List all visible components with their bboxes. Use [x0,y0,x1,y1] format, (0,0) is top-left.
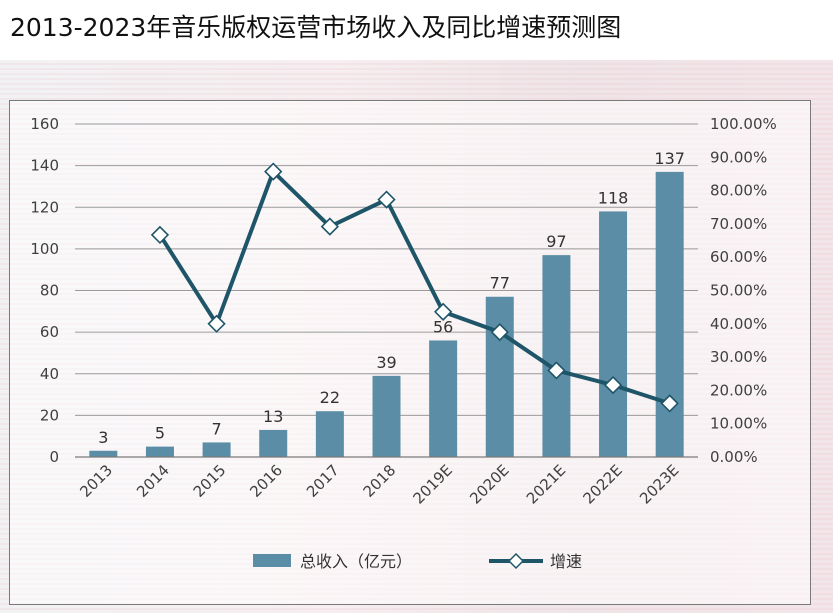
x-tick-label: 2022E [579,461,625,507]
y-left-tick-label: 20 [40,406,59,424]
growth-line-path [158,169,671,406]
growth-marker [434,302,453,321]
y-left-tick-label: 60 [40,323,59,341]
bar-data-label: 137 [654,149,685,168]
y-right-tick-label: 90.00% [710,148,767,166]
bar-data-label: 56 [433,317,453,336]
bar-data-label: 13 [263,407,283,426]
y-left-tick-label: 120 [30,198,59,216]
y-left-tick-label: 80 [40,282,59,300]
y-right-tick-label: 70.00% [710,215,767,233]
y-left-tick-label: 140 [30,157,59,175]
bar [372,375,401,457]
growth-marker [150,225,170,245]
bar [599,211,628,457]
bar-data-label: 7 [211,419,221,438]
y-right-tick-label: 0.00% [710,448,758,466]
growth-marker [660,394,679,413]
x-tick-label: 2014 [133,461,173,501]
bar [315,411,344,457]
x-tick-label: 2013 [76,461,116,501]
bar-data-label: 5 [155,424,165,443]
growth-marker [603,375,623,395]
y-right-tick-label: 10.00% [710,415,767,433]
growth-marker [547,361,566,380]
growth-marker [207,314,226,333]
y-left-tick-label: 0 [49,448,59,466]
bar [655,171,684,457]
legend-swatch-growth-marker [507,552,525,570]
bar-data-label: 22 [320,388,340,407]
legend-label-revenue: 总收入（亿元） [300,552,412,571]
y-left-tick-label: 40 [40,365,59,383]
bar [89,450,118,457]
x-tick-label: 2020E [466,461,512,507]
gridlines [75,123,698,416]
growth-marker [377,190,396,209]
growth-marker [264,162,283,181]
growth-marker [320,217,339,236]
bar-data-label: 39 [376,353,396,372]
growth-line [150,162,679,413]
y-right-tick-label: 60.00% [710,248,767,266]
legend-swatch-revenue [253,554,291,567]
bar-data-label: 118 [598,188,629,207]
bar-data-label: 97 [546,232,566,251]
bar [202,442,231,457]
bar [429,340,458,457]
growth-marker [490,322,509,342]
y-right-tick-label: 40.00% [710,315,767,333]
x-tick-label: 2018 [360,461,400,501]
y-left-tick-label: 160 [30,115,59,133]
legend-label-growth: 增速 [550,552,582,571]
bar [485,296,514,457]
legend: 总收入（亿元） 增速 [253,552,582,571]
y-right-tick-label: 100.00% [710,115,777,133]
y-right-tick-label: 20.00% [710,381,767,399]
y-right-tick-label: 50.00% [710,282,767,300]
bar [259,429,288,457]
x-tick-label: 2021E [523,461,569,507]
page-title: 2013-2023年音乐版权运营市场收入及同比增速预测图 [10,13,622,42]
y-right-tick-label: 30.00% [710,348,767,366]
y-right-tick-label: 80.00% [710,182,767,200]
bar [145,446,174,457]
x-tick-label: 2015 [190,461,230,501]
bar [542,255,571,457]
x-tick-label: 2017 [303,461,343,501]
y-left-tick-label: 100 [30,240,59,258]
x-tick-label: 2023E [636,461,682,507]
bar-data-label: 3 [98,428,108,447]
x-tick-label: 2016 [246,461,286,501]
x-tick-label: 2019E [410,461,456,507]
bar-data-label: 77 [490,274,510,293]
